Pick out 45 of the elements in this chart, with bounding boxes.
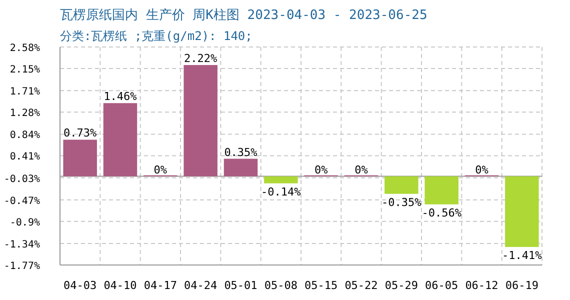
bar	[224, 158, 258, 176]
data-label: -1.41%	[502, 248, 542, 262]
chart-title: 瓦楞原纸国内 生产价 周K柱图 2023-04-03 - 2023-06-25	[60, 8, 428, 23]
x-tick-label: 04-03	[64, 279, 97, 292]
y-tick-label: -0.47%	[4, 196, 40, 207]
x-tick-label: 05-15	[304, 279, 338, 292]
data-label: 1.46%	[104, 90, 138, 104]
y-tick-label: 0.84%	[10, 130, 40, 142]
x-tick-label: 05-22	[344, 279, 378, 292]
y-tick-label: 0.41%	[10, 152, 40, 163]
x-tick-label: 04-17	[144, 279, 177, 292]
data-label: 0.35%	[224, 146, 258, 159]
data-label: -0.14%	[261, 185, 302, 198]
bar	[184, 65, 218, 176]
bar	[264, 176, 298, 184]
y-tick-label: -1.77%	[4, 261, 40, 272]
data-label: 0.73%	[64, 126, 98, 140]
data-label: 0%	[354, 163, 368, 176]
bar	[63, 140, 97, 176]
x-tick-label: 05-29	[384, 279, 418, 292]
data-label: -0.56%	[422, 206, 462, 220]
data-label: 2.22%	[184, 52, 218, 66]
x-tick-label: 06-05	[425, 279, 458, 292]
y-tick-label: 2.58%	[10, 43, 40, 54]
bar	[505, 176, 539, 247]
data-label: -0.35%	[382, 196, 422, 209]
x-tick-label: 05-08	[264, 279, 298, 292]
x-tick-label: 06-19	[505, 279, 538, 292]
x-tick-label: 05-01	[224, 279, 258, 292]
x-tick-label: 04-24	[184, 279, 218, 292]
bar	[384, 176, 418, 194]
y-tick-label: 2.15%	[10, 64, 40, 76]
x-tick-label: 04-10	[104, 279, 137, 292]
y-tick-label: -0.03%	[4, 174, 40, 185]
y-tick-label: -1.34%	[4, 239, 40, 250]
y-tick-label: 1.28%	[10, 108, 40, 120]
y-tick-label: -0.9%	[10, 217, 40, 228]
data-label: 0%	[314, 163, 328, 176]
data-label: 0%	[475, 163, 489, 176]
bar	[424, 176, 458, 204]
bar	[103, 103, 138, 176]
data-label: 0%	[154, 163, 168, 176]
y-tick-label: 1.71%	[10, 86, 40, 98]
x-tick-label: 06-12	[465, 279, 498, 292]
chart-subtitle: 分类:瓦楞纸 ;克重(g/m2): 140;	[60, 29, 252, 43]
